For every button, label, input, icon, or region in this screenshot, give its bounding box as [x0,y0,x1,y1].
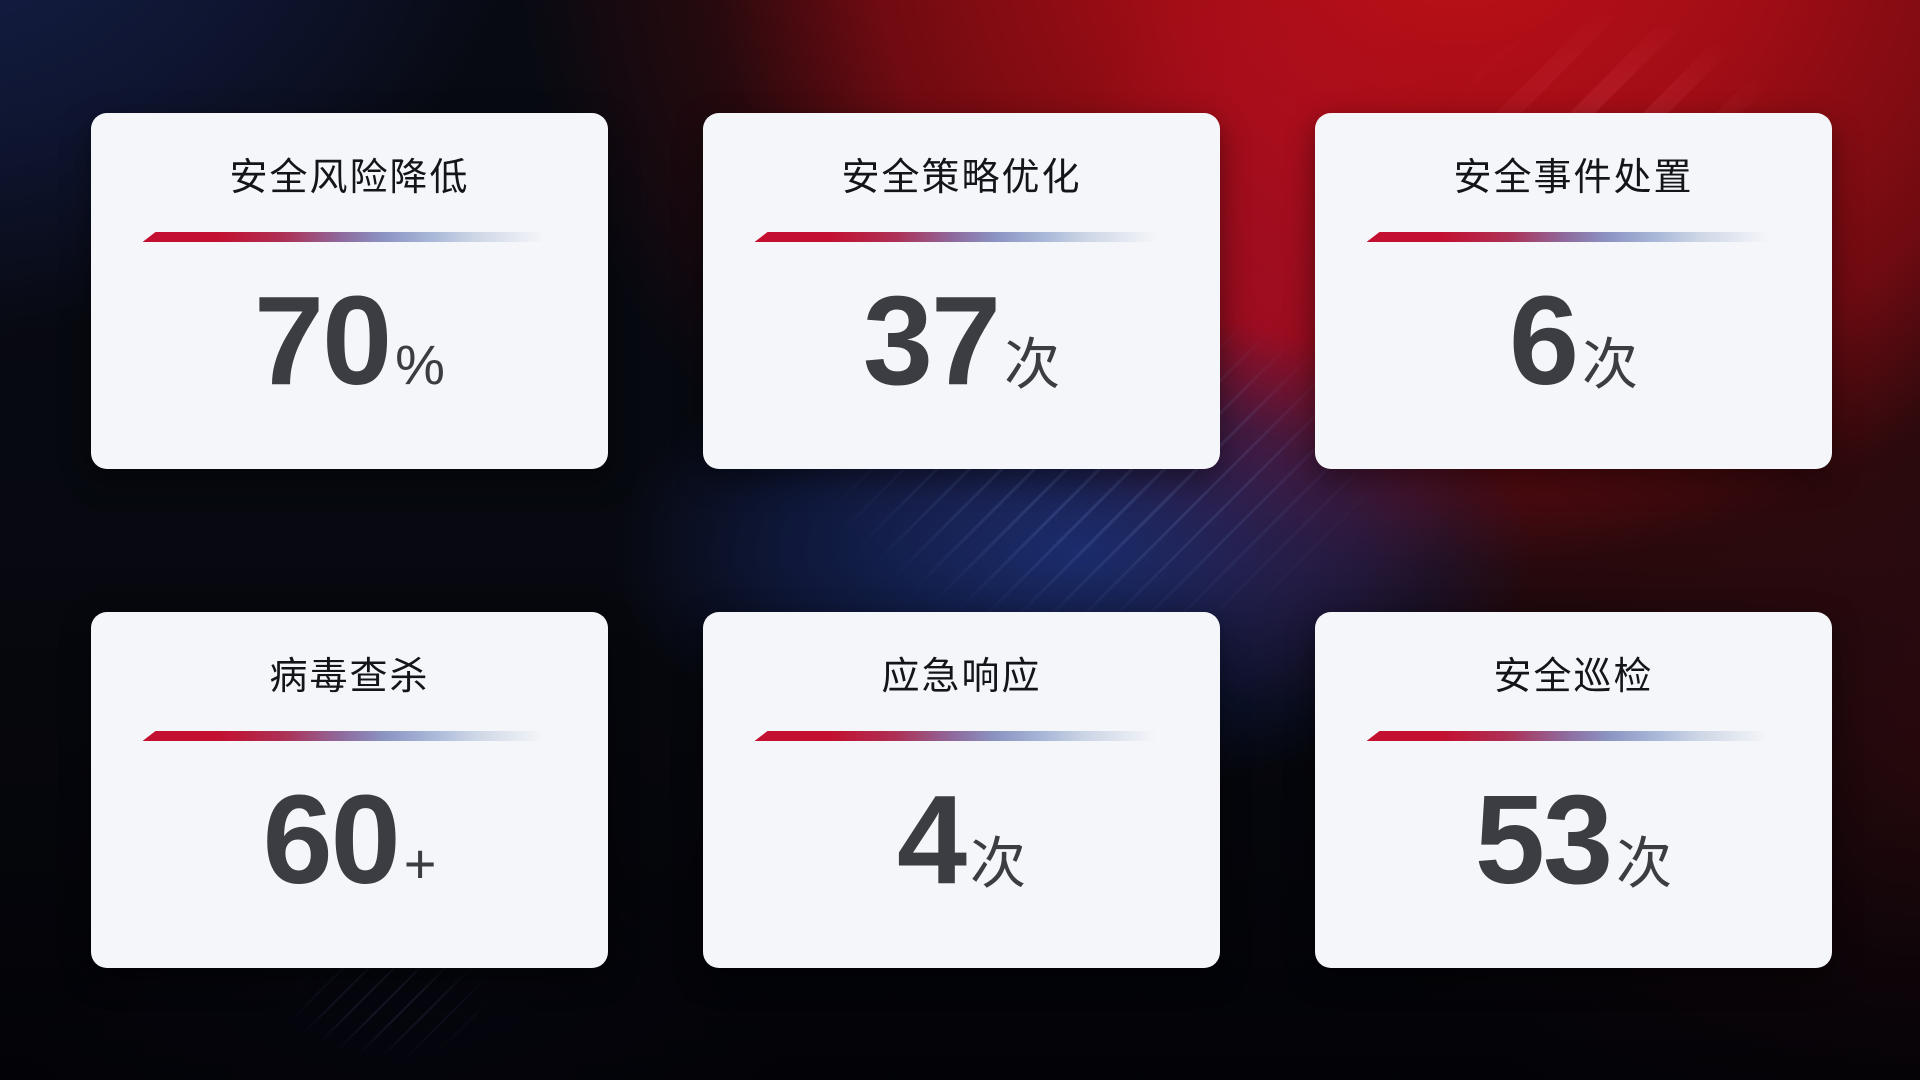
stat-unit: 次 [1616,832,1673,895]
stat-card-title: 安全风险降低 [229,157,470,199]
stat-unit: 次 [1582,333,1639,396]
stat-unit: % [395,333,445,396]
stat-unit: 次 [1004,333,1061,396]
stat-card-value: 60 + [91,777,608,903]
stat-number: 60 [262,769,401,910]
stat-card-value: 4 次 [703,777,1220,903]
gradient-divider-line [754,731,1169,741]
stat-card-emergency-response: 应急响应 4 次 [703,612,1220,968]
stat-card-security-risk-reduction: 安全风险降低 70 % [91,113,608,469]
stat-number: 70 [254,270,392,411]
stat-card-value: 70 % [91,278,608,404]
stat-card-title: 安全策略优化 [841,157,1082,199]
stat-number: 4 [896,769,967,910]
stat-unit: 次 [970,832,1027,895]
gradient-divider-line [142,232,557,242]
stat-card-title: 病毒查杀 [269,656,430,698]
gradient-divider-line [1366,232,1781,242]
stat-card-title: 安全巡检 [1493,656,1654,698]
gradient-divider-line [142,731,557,741]
gradient-divider-line [754,232,1169,242]
stat-card-security-incident-handling: 安全事件处置 6 次 [1315,113,1832,469]
stat-card-value: 53 次 [1315,777,1832,903]
stat-number: 6 [1508,270,1579,411]
stat-card-title: 应急响应 [881,656,1042,698]
stat-card-title: 安全事件处置 [1453,157,1694,199]
stat-card-security-policy-optimization: 安全策略优化 37 次 [703,113,1220,469]
stat-cards-grid: 安全风险降低 70 % 安全策略优化 37 次 安全事件处置 6 次 病毒查 [91,113,1832,968]
stat-card-security-inspection: 安全巡检 53 次 [1315,612,1832,968]
stat-number: 53 [1474,769,1613,910]
stat-number: 37 [862,270,1001,411]
stat-card-value: 6 次 [1315,278,1832,404]
stat-unit: + [403,832,437,895]
stat-card-value: 37 次 [703,278,1220,404]
gradient-divider-line [1366,731,1781,741]
stat-card-virus-scan: 病毒查杀 60 + [91,612,608,968]
